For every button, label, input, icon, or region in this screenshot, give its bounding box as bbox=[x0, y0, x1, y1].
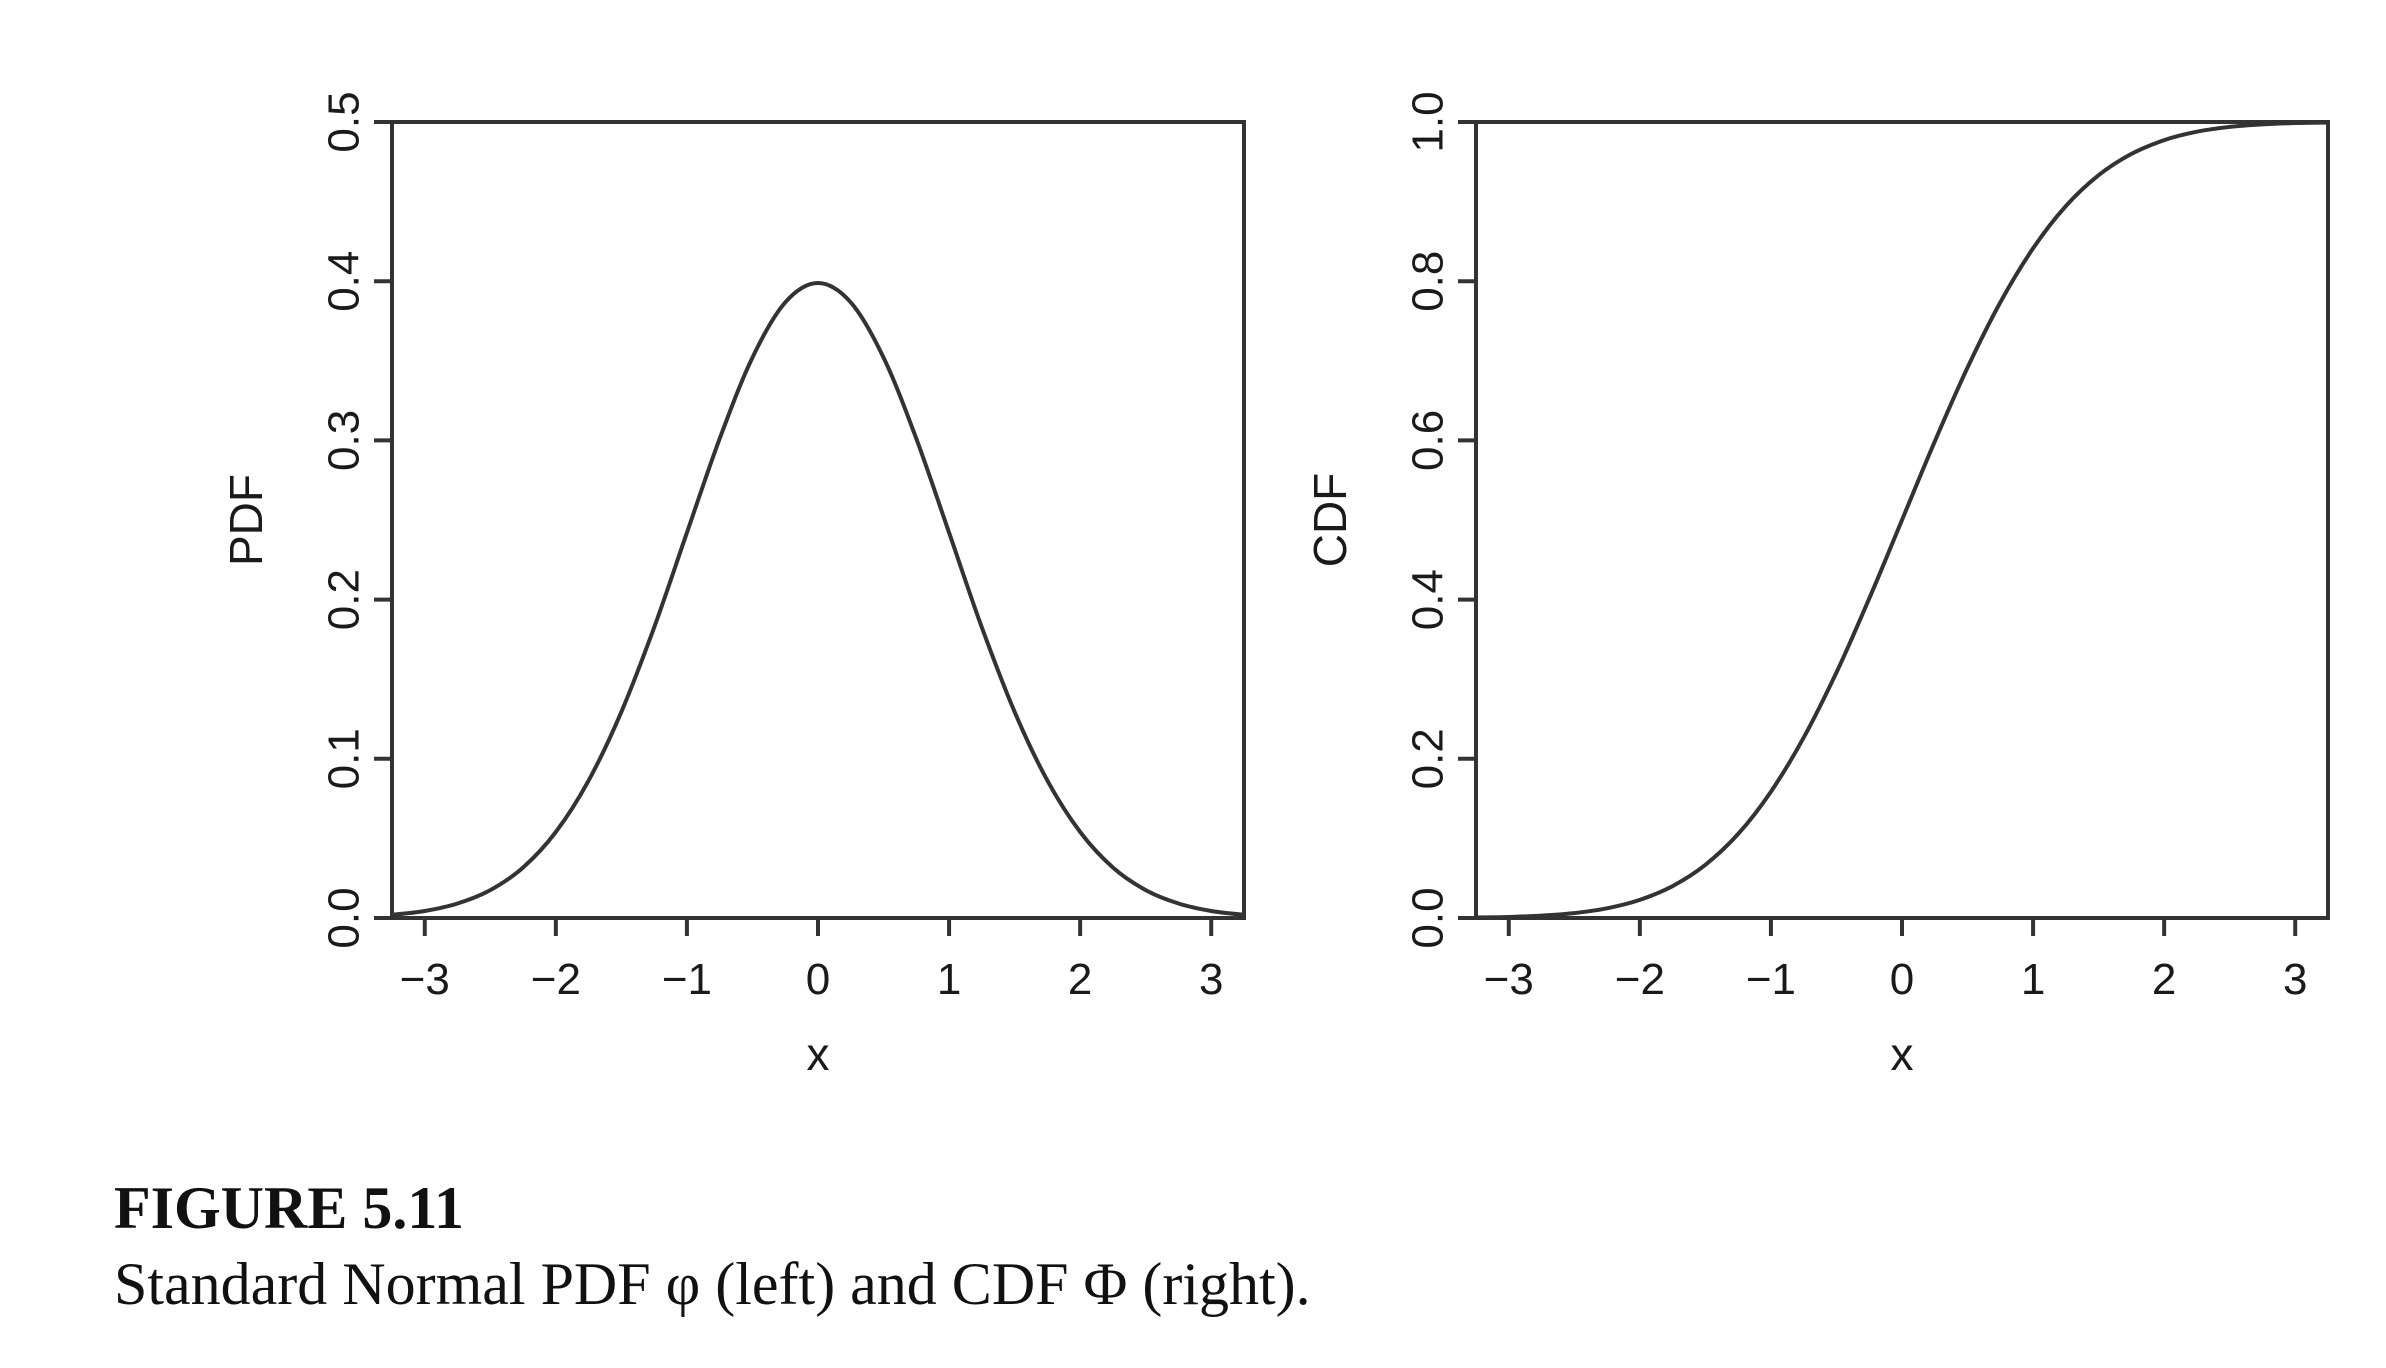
pdf-x-tick-label: 0 bbox=[806, 955, 830, 1004]
pdf-plot-frame bbox=[390, 120, 1246, 920]
figure-caption: FIGURE 5.11 Standard Normal PDF φ (left)… bbox=[114, 1170, 2314, 1322]
pdf-x-tick-label: 1 bbox=[937, 955, 961, 1004]
cdf-x-axis-title: x bbox=[1891, 1028, 1914, 1080]
cdf-y-axis-title: CDF bbox=[1304, 473, 1356, 568]
cdf-x-tick-label: 1 bbox=[2021, 955, 2045, 1004]
cdf-x-tick-label: −3 bbox=[1484, 955, 1534, 1004]
cdf-x-tick-label: 3 bbox=[2283, 955, 2307, 1004]
cdf-y-tick-label: 0.8 bbox=[1404, 251, 1453, 312]
cdf-x-tick-label: 0 bbox=[1890, 955, 1914, 1004]
pdf-y-tick-label: 0.3 bbox=[320, 410, 369, 471]
cdf-y-tick-label: 1.0 bbox=[1404, 91, 1453, 152]
pdf-y-tick-label: 0.0 bbox=[320, 887, 369, 948]
cdf-x-tick-label: 2 bbox=[2152, 955, 2176, 1004]
cdf-y-tick-label: 0.0 bbox=[1404, 887, 1453, 948]
cdf-y-tick-label: 0.6 bbox=[1404, 410, 1453, 471]
cdf-y-tick-label: 0.2 bbox=[1404, 728, 1453, 789]
pdf-x-tick-label: 2 bbox=[1068, 955, 1092, 1004]
pdf-panel: −3 −2 −1 0 1 2 3 0.0 0.1 0.2 0.3 0.4 0.5 x PDF bbox=[220, 91, 1246, 1080]
pdf-x-tick-label: −3 bbox=[400, 955, 450, 1004]
pdf-x-tick-label: 3 bbox=[1199, 955, 1223, 1004]
cdf-curve bbox=[1475, 120, 2329, 920]
pdf-x-tick-label: −1 bbox=[662, 955, 712, 1004]
pdf-curve bbox=[391, 281, 1245, 917]
pdf-y-tick-label: 0.5 bbox=[320, 91, 369, 152]
cdf-panel: −3 −2 −1 0 1 2 3 0.0 0.2 0.4 0.6 0.8 1.0 x CDF bbox=[1304, 91, 2330, 1080]
caption-text: Standard Normal PDF φ (left) and CDF Φ (… bbox=[114, 1251, 1311, 1317]
pdf-x-axis-title: x bbox=[807, 1028, 830, 1080]
pdf-x-tick-label: −2 bbox=[531, 955, 581, 1004]
cdf-x-tick-label: −2 bbox=[1615, 955, 1665, 1004]
pdf-y-tick-label: 0.1 bbox=[320, 728, 369, 789]
caption-label: FIGURE 5.11 bbox=[114, 1175, 465, 1241]
cdf-x-tick-label: −1 bbox=[1746, 955, 1796, 1004]
pdf-y-tick-label: 0.4 bbox=[320, 251, 369, 312]
cdf-y-tick-label: 0.4 bbox=[1404, 569, 1453, 630]
pdf-y-tick-label: 0.2 bbox=[320, 569, 369, 630]
pdf-y-axis-title: PDF bbox=[220, 474, 272, 566]
